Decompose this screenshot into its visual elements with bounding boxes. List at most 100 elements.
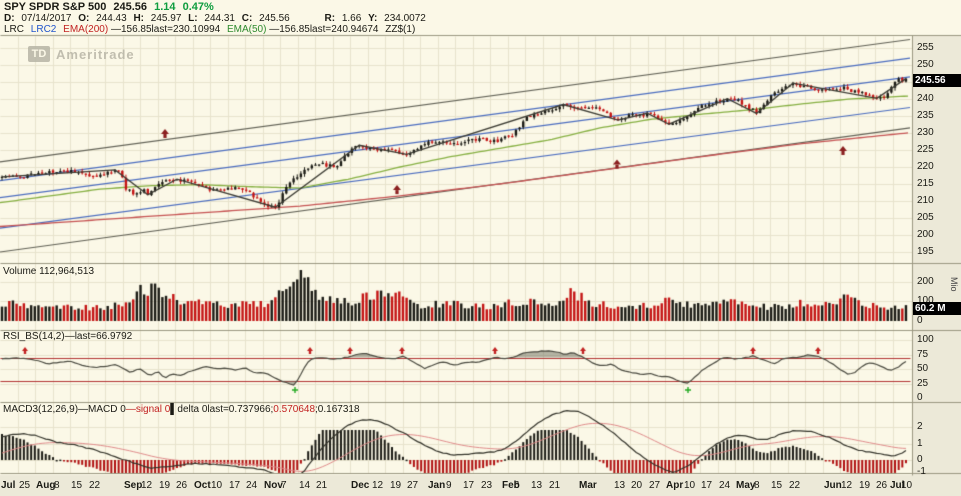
price-axis-tick: 210 (917, 195, 934, 206)
time-axis-label: Jul (1, 480, 16, 491)
c-label: C: (241, 13, 253, 24)
time-axis-label: Aug (36, 480, 56, 491)
time-axis-label: Jan (428, 480, 446, 491)
time-axis-label: Nov (264, 480, 283, 491)
price-axis-tick: 250 (917, 59, 934, 70)
time-axis-label: Oct (194, 480, 211, 491)
price-axis-tick: 215 (917, 178, 934, 189)
time-axis-label: 19 (859, 480, 871, 491)
r-label: R: (324, 13, 336, 24)
macd-axis-tick: 2 (917, 421, 923, 432)
time-axis-label: 24 (246, 480, 258, 491)
time-axis-label: 21 (549, 480, 561, 491)
volume-pane-label: Volume 112,964,513 (3, 266, 95, 277)
time-axis-label: 15 (771, 480, 783, 491)
close-value: 245.56 (259, 13, 290, 24)
rsi-pane-label[interactable]: RSI_BS(14,2)—last=66.9792 (3, 331, 133, 342)
price-change-percent: 0.47% (182, 1, 214, 13)
h-label: H: (133, 13, 145, 24)
time-axis-label: Mar (579, 480, 597, 491)
last-price: 245.56 (113, 1, 148, 13)
time-axis-label: 27 (407, 480, 419, 491)
time-axis-label: 22 (789, 480, 801, 491)
open-value: 244.43 (96, 13, 127, 24)
macd-pane-label[interactable]: MACD3(12,26,9)—MACD 0—signal 0▌delta 0la… (3, 404, 360, 415)
study-lrc[interactable]: LRC (4, 24, 25, 35)
time-axis-label: 21 (316, 480, 328, 491)
o-label: O: (78, 13, 90, 24)
macd-line-label: —MACD 0 (78, 404, 126, 415)
y-value: 234.0072 (384, 13, 426, 24)
macd-delta-label: ▌delta 0 (170, 404, 208, 415)
time-axis-label: 13 (614, 480, 626, 491)
macd-signal-label: —signal 0 (125, 404, 171, 415)
price-axis-tick: 230 (917, 127, 934, 138)
time-axis-label: 10 (901, 480, 913, 491)
broker-name: Ameritrade (56, 46, 135, 62)
date-value: 07/14/2017 (21, 13, 72, 24)
time-axis-label: 22 (89, 480, 101, 491)
rsi-axis-tick: 0 (917, 392, 923, 403)
header-quote-line: SPY SPDR S&P 500 245.56 1.14 0.47% (4, 1, 218, 13)
volume-axis-tick: 100 (917, 295, 934, 306)
time-axis-label: Jul (890, 480, 905, 491)
time-axis-label: May (736, 480, 756, 491)
price-axis-tick: 205 (917, 212, 934, 223)
study-ema200[interactable]: EMA(200) (63, 24, 109, 35)
time-axis-label: 12 (141, 480, 153, 491)
time-axis-label: 8 (754, 480, 760, 491)
volume-axis-tick: 0 (917, 315, 923, 326)
price-axis-tick: 200 (917, 229, 934, 240)
d-label: D: (4, 13, 15, 24)
time-axis-label: Sep (124, 480, 143, 491)
low-value: 244.31 (204, 13, 235, 24)
current-volume-box: 60.2 M (913, 302, 961, 315)
study-ema50-value: —156.85last=240.94674 (269, 24, 379, 35)
symbol-name: SPY SPDR S&P 500 (4, 1, 107, 13)
time-axis-label: 17 (229, 480, 241, 491)
price-axis-tick: 255 (917, 42, 934, 53)
l-label: L: (188, 13, 198, 24)
current-price-box: 245.56 (913, 74, 961, 87)
time-axis-label: Dec (351, 480, 370, 491)
td-logo-icon: TD (28, 46, 50, 62)
time-axis-label: 6 (514, 480, 520, 491)
time-axis-label: 24 (719, 480, 731, 491)
range-value: 1.66 (341, 13, 362, 24)
time-axis-label: 10 (211, 480, 223, 491)
study-zigzag[interactable]: ZZ$(1) (385, 24, 416, 35)
time-axis-label: 17 (701, 480, 713, 491)
volume-axis-tick: 200 (917, 276, 934, 287)
price-axis-tick: 195 (917, 246, 934, 257)
macd-delta-value: ;0.167318 (315, 404, 360, 415)
time-axis-label: 23 (481, 480, 493, 491)
study-lrc2[interactable]: LRC2 (30, 24, 57, 35)
time-axis-label: 26 (176, 480, 188, 491)
time-axis-label: 8 (54, 480, 60, 491)
time-axis-label: 10 (684, 480, 696, 491)
study-ema50[interactable]: EMA(50) (227, 24, 267, 35)
time-axis-label: 12 (841, 480, 853, 491)
rsi-axis-tick: 25 (917, 378, 929, 389)
studies-legend: LRC LRC2 EMA(200) —156.85last=230.10994 … (4, 24, 419, 35)
price-axis-tick: 220 (917, 161, 934, 172)
volume-unit-label: Mio (949, 277, 959, 292)
high-value: 245.97 (150, 13, 182, 24)
macd-axis-tick: -1 (917, 466, 926, 477)
macd-study-name: MACD3(12,26,9) (3, 404, 79, 415)
time-axis-label: 14 (299, 480, 311, 491)
header-ohlc-line: D: 07/14/2017 O: 244.43 H: 245.97 L: 244… (4, 13, 430, 24)
time-axis-label: 27 (649, 480, 661, 491)
time-axis-label: 19 (159, 480, 171, 491)
y-label: Y: (368, 13, 378, 24)
rsi-axis-tick: 100 (917, 334, 934, 345)
time-axis-label: 26 (876, 480, 888, 491)
time-axis-label: Apr (666, 480, 684, 491)
time-axis-label: 25 (19, 480, 31, 491)
time-axis-label: 20 (631, 480, 643, 491)
macd-axis-tick: 1 (917, 438, 923, 449)
time-axis-label: 19 (390, 480, 402, 491)
time-axis-label: 17 (463, 480, 475, 491)
